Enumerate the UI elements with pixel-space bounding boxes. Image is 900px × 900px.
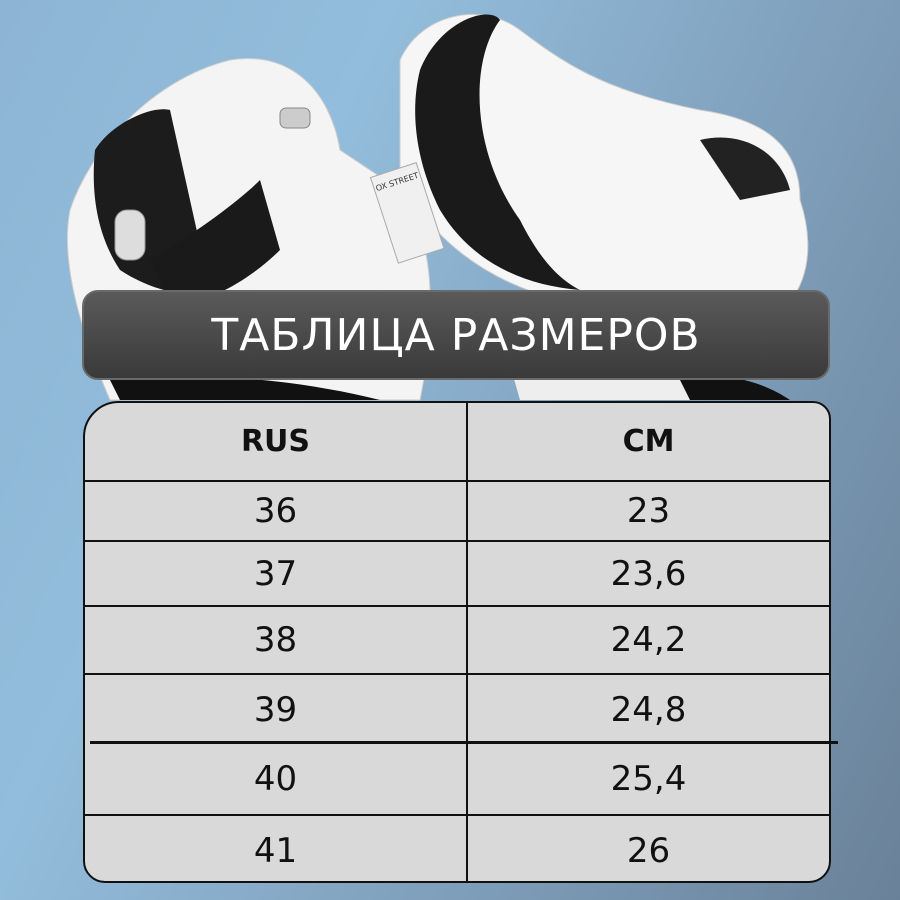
cm-size: 23: [626, 491, 671, 531]
rus-size: 41: [85, 816, 468, 881]
cm-size: 23,6: [610, 553, 687, 594]
table-row: 36 23: [85, 482, 829, 542]
rus-size: 39: [85, 675, 468, 744]
table-row: 37 23,6: [85, 542, 829, 607]
cm-size: 24,8: [610, 689, 687, 730]
table-row: 41 26: [85, 816, 829, 881]
cm-size: 25,4: [610, 759, 687, 799]
row-divider-line: [90, 741, 838, 744]
size-table: RUS CM 36 23 37 23,6 38 24,2 39 24,8 40 …: [83, 401, 831, 883]
table-row: 40 25,4: [85, 744, 829, 816]
header-rus: RUS: [85, 403, 468, 480]
rus-size: 40: [85, 744, 468, 814]
title-banner: ТАБЛИЦА РАЗМЕРОВ: [82, 290, 830, 380]
rus-size: 37: [85, 542, 468, 605]
table-row: 39 24,8: [85, 675, 829, 744]
cm-size: 24,2: [610, 620, 687, 660]
table-row: 38 24,2: [85, 607, 829, 675]
right-sneaker: [399, 14, 809, 400]
table-header-row: RUS CM: [85, 403, 829, 482]
rus-size: 36: [85, 482, 468, 540]
cm-size: 26: [626, 830, 671, 871]
shoe-tag: OX STREET: [369, 162, 445, 264]
header-cm: CM: [622, 424, 675, 459]
page-title: ТАБЛИЦА РАЗМЕРОВ: [211, 309, 701, 361]
rus-size: 38: [85, 607, 468, 673]
